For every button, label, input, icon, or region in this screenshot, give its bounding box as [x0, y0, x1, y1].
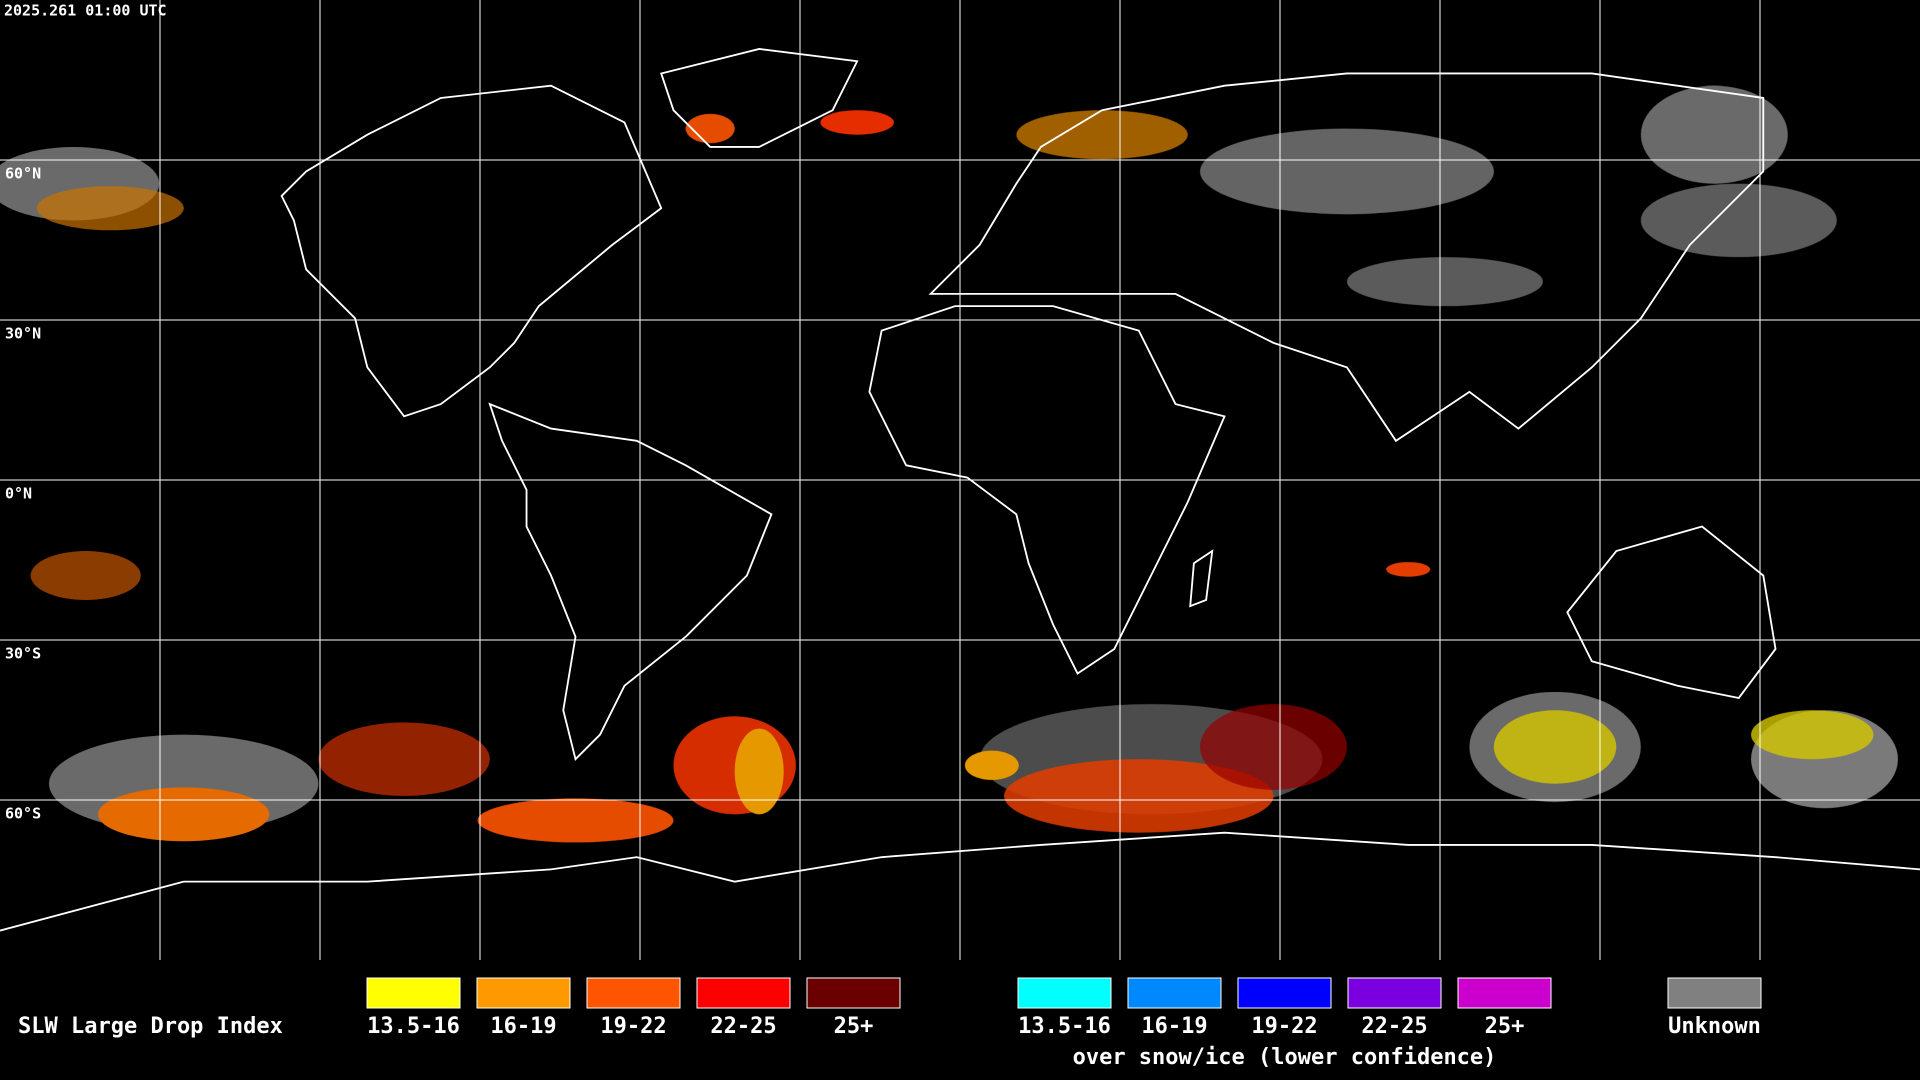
cloud-patches [0, 85, 1898, 843]
latitude-label: 0°N [5, 485, 32, 503]
legend-label: Unknown [1668, 1014, 1761, 1039]
legend-swatch [1237, 977, 1332, 1009]
legend-swatch [1457, 977, 1552, 1009]
legend-label: 16-19 [490, 1014, 556, 1039]
legend-label: 25+ [1485, 1014, 1525, 1039]
coastlines [0, 48, 1920, 932]
legend-swatch [586, 977, 681, 1009]
legend-label: 22-25 [710, 1014, 776, 1039]
latitude-label: 30°S [5, 645, 41, 663]
latitude-label: 60°N [5, 165, 41, 183]
legend-label: 16-19 [1141, 1014, 1207, 1039]
legend-swatch [1127, 977, 1222, 1009]
legend-swatch [476, 977, 571, 1009]
map-content [0, 48, 1920, 932]
timestamp: 2025.261 01:00 UTC [4, 2, 167, 20]
legend-caption: over snow/ice (lower confidence) [1073, 1045, 1497, 1070]
legend: 13.5-16 16-19 19-22 22-25 25+ 13.5-16 16-19 19-… [366, 977, 1762, 1070]
latitude-label: 30°N [5, 325, 41, 343]
latitude-labels: 60°N 30°N 0°N 30°S 60°S [5, 165, 41, 823]
legend-swatch [696, 977, 791, 1009]
legend-label: 19-22 [1251, 1014, 1317, 1039]
legend-swatch [1017, 977, 1112, 1009]
legend-swatch [1667, 977, 1762, 1009]
map [0, 0, 1920, 960]
graticule [0, 0, 1920, 960]
legend-label: 25+ [834, 1014, 874, 1039]
legend-swatch [366, 977, 461, 1009]
latitude-label: 60°S [5, 805, 41, 823]
legend-label: 13.5-16 [367, 1014, 460, 1039]
legend-label: 13.5-16 [1018, 1014, 1111, 1039]
legend-title: SLW Large Drop Index [18, 1014, 283, 1039]
legend-label: 22-25 [1361, 1014, 1427, 1039]
legend-swatch [1347, 977, 1442, 1009]
legend-swatch [806, 977, 901, 1009]
legend-label: 19-22 [600, 1014, 666, 1039]
